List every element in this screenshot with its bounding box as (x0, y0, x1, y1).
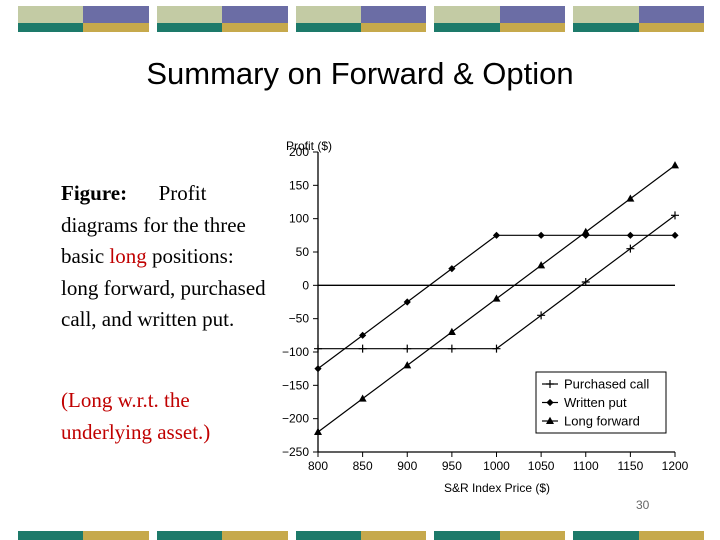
x-tick-label: 1100 (573, 459, 599, 473)
legend-label-written-put: Written put (564, 395, 627, 410)
page-number: 30 (636, 498, 650, 512)
caption-text-1: Profit diagrams for the three basic (61, 181, 246, 268)
x-axis-title: S&R Index Price ($) (444, 481, 550, 495)
band-tile (18, 531, 149, 540)
top-decorative-band (18, 6, 704, 32)
data-point-purchased-call (358, 344, 367, 353)
data-point-purchased-call (537, 311, 546, 320)
data-point-long-forward (671, 161, 679, 169)
figure-caption: Figure: Profit diagrams for the three ba… (61, 178, 271, 336)
x-tick-label: 800 (308, 459, 328, 473)
data-point-long-forward (447, 327, 456, 335)
data-point-purchased-call (626, 244, 635, 253)
data-point-long-forward (626, 194, 635, 202)
caption-text-2: positions: long forward, purchased call,… (61, 244, 266, 331)
data-point-written-put (359, 331, 367, 339)
data-point-written-put (448, 265, 456, 273)
y-tick-label: 200 (289, 145, 309, 159)
band-tile (156, 531, 288, 540)
profit-diagram-chart: Profit ($) S&R Index Price ($) 200 150 100… (282, 139, 689, 495)
legend-marker-purchased-call (546, 380, 554, 388)
slide-title: Summary on Forward & Option (146, 56, 574, 91)
band-tile (295, 531, 427, 540)
data-point-long-forward (314, 427, 322, 435)
y-axis-title: Profit ($) (286, 139, 332, 153)
data-point-long-forward (581, 227, 590, 235)
data-point-written-put (492, 231, 501, 239)
legend-label-long-forward: Long forward (564, 414, 640, 429)
caption-label: Figure: (61, 181, 128, 205)
y-tick-label: 50 (296, 245, 310, 259)
data-point-written-put (314, 365, 322, 373)
x-tick-label: 950 (442, 459, 462, 473)
asset-note: (Long w.r.t. the underlying asset.) (61, 388, 211, 444)
data-point-purchased-call (492, 344, 501, 353)
data-point-purchased-call (581, 278, 590, 286)
data-point-long-forward (537, 261, 546, 269)
legend-marker-written-put (546, 398, 554, 407)
data-point-long-forward (403, 361, 412, 369)
band-tile (573, 6, 704, 32)
band-tile (434, 6, 566, 32)
x-tick-label: 1000 (483, 459, 510, 473)
data-point-purchased-call (314, 344, 322, 353)
data-point-purchased-call (671, 211, 679, 220)
band-tile (156, 6, 288, 32)
bottom-decorative-band (18, 531, 704, 540)
band-tile (295, 6, 427, 32)
legend-label-purchased-call: Purchased call (564, 377, 649, 392)
y-tick-label: −100 (282, 345, 309, 359)
data-point-long-forward (358, 394, 367, 402)
data-point-written-put (403, 298, 411, 306)
caption-highlight: long (109, 244, 147, 268)
chart-series (314, 161, 679, 435)
band-tile (434, 531, 566, 540)
data-point-written-put (671, 231, 679, 239)
y-tick-label: 0 (302, 278, 309, 292)
y-tick-label: −150 (282, 378, 309, 392)
band-tile (18, 6, 149, 32)
data-point-purchased-call (403, 344, 412, 353)
data-point-long-forward (492, 294, 501, 302)
x-tick-label: 1200 (662, 459, 689, 473)
data-point-written-put (626, 231, 634, 239)
data-point-purchased-call (447, 344, 456, 353)
y-tick-label: −250 (282, 445, 309, 459)
band-tile (573, 531, 704, 540)
y-tick-label: −50 (289, 312, 310, 326)
y-tick-label: −200 (282, 412, 309, 426)
legend-marker-long-forward (546, 416, 554, 424)
data-point-written-put (537, 231, 545, 239)
chart-legend: Purchased call Written put Long forward (535, 371, 667, 434)
y-tick-label: 100 (289, 212, 309, 226)
x-tick-label: 1050 (528, 459, 555, 473)
x-tick-label: 900 (397, 459, 417, 473)
y-tick-label: 150 (289, 178, 309, 192)
x-tick-label: 850 (353, 459, 373, 473)
x-tick-label: 1150 (617, 459, 643, 473)
